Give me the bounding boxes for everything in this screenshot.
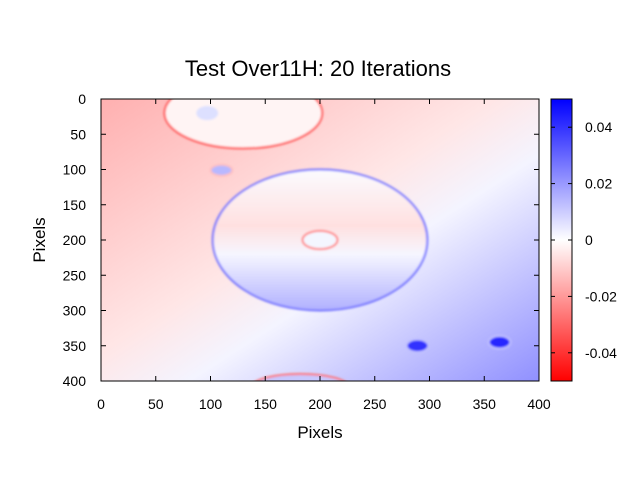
y-tick-label: 350 [63,338,87,354]
colorbar-tick-label: 0.02 [585,176,612,192]
colorbar-tick-label: 0 [585,232,593,248]
colorbar-tick-label: -0.02 [585,288,617,304]
y-tick-label: 100 [63,162,87,178]
x-axis-label: Pixels [297,423,342,442]
small-circle [209,163,234,177]
y-tick-label: 200 [63,232,87,248]
top-circle [163,99,324,150]
x-tick-label: 400 [527,396,551,412]
blue-dot-1 [405,338,430,354]
x-tick-label: 50 [148,396,164,412]
y-tick-label: 0 [78,91,86,107]
heatmap-area [101,99,539,381]
x-tick-label: 100 [199,396,223,412]
y-tick-label: 300 [63,303,87,319]
top-inner-spot [196,106,219,121]
y-tick-label: 400 [63,373,87,389]
y-tick-label: 250 [63,267,87,283]
x-tick-label: 150 [254,396,278,412]
y-axis-label: Pixels [30,217,49,262]
colorbar-tick-label: 0.04 [585,119,612,135]
x-tick-label: 300 [418,396,442,412]
center-circle [301,229,339,251]
blue-dot-2 [487,334,512,350]
x-tick-label: 0 [97,396,105,412]
x-tick-label: 200 [308,396,332,412]
x-tick-label: 250 [363,396,387,412]
chart-title: Test Over11H: 20 Iterations [185,56,451,81]
colorbar-tick-label: -0.04 [585,345,617,361]
x-tick-label: 350 [473,396,497,412]
bottom-circle [255,372,346,381]
y-tick-label: 150 [63,197,87,213]
y-tick-label: 50 [70,126,86,142]
